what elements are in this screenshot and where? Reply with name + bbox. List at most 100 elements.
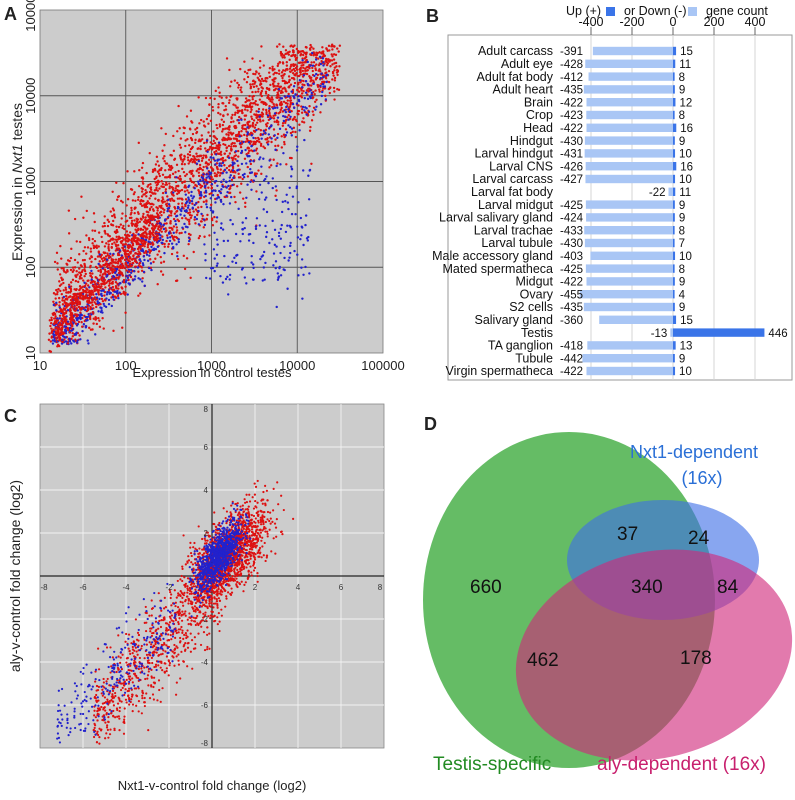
panel-c-point-red: [112, 696, 116, 699]
panel-c-point-red: [141, 696, 144, 700]
panel-a-point-red: [205, 155, 208, 159]
panel-a-point-red: [168, 185, 172, 188]
panel-a-point-red: [140, 204, 144, 207]
panel-a-point-red: [182, 254, 186, 258]
panel-a-point-blue: [94, 333, 97, 336]
panel-a-point-red: [237, 130, 241, 134]
panel-a-point-blue: [231, 222, 234, 226]
panel-a-point-blue: [276, 136, 279, 140]
panel-a-point-red: [316, 83, 319, 87]
panel-a-point-red: [145, 202, 148, 205]
panel-a-point-blue: [277, 234, 281, 238]
panel-a-point-red: [187, 232, 191, 236]
panel-c-point-red: [192, 616, 195, 619]
panel-a-point-red: [283, 79, 286, 83]
panel-c-point-red: [196, 622, 199, 625]
panel-c-point-red: [181, 565, 184, 568]
panel-a-point-red: [91, 299, 94, 302]
panel-a-point-blue: [70, 342, 73, 345]
panel-a-point-red: [89, 264, 92, 268]
panel-c-point-red: [162, 619, 165, 622]
panel-a-point-blue: [195, 201, 198, 205]
panel-a-point-red: [73, 258, 77, 262]
panel-a-point-red: [336, 73, 339, 77]
panel-a-point-red: [285, 81, 289, 85]
panel-a-point-red: [140, 244, 144, 248]
panel-a-point-red: [85, 293, 88, 297]
panel-b-category-label: Larval tubule: [481, 236, 553, 250]
panel-c-point-red: [260, 556, 263, 559]
panel-a-point-red: [67, 232, 71, 235]
panel-b-xtick-label: 0: [670, 15, 677, 29]
panel-a-point-red: [255, 110, 258, 113]
panel-a-point-blue: [300, 86, 304, 89]
panel-a-point-red: [130, 209, 133, 212]
panel-b-up-bar: [673, 251, 676, 260]
panel-a-point-red: [131, 244, 135, 247]
panel-a-point-blue: [307, 235, 310, 239]
panel-a-point-blue: [309, 64, 312, 67]
panel-a-point-red: [125, 264, 129, 267]
panel-a-point-blue: [243, 276, 247, 279]
panel-a-point-red: [145, 210, 149, 213]
panel-a-point-red: [48, 332, 51, 335]
panel-a-point-red: [306, 93, 309, 96]
panel-a-point-blue: [187, 198, 191, 201]
panel-a-point-red: [294, 66, 298, 70]
panel-a-point-red: [108, 282, 112, 285]
panel-a-point-red: [288, 105, 292, 108]
panel-a-point-red: [164, 188, 168, 191]
panel-a-point-red: [73, 294, 76, 298]
panel-a-point-red: [181, 181, 184, 184]
panel-c-point-red: [256, 528, 259, 531]
panel-c-point-red: [159, 666, 162, 669]
panel-a-point-red: [60, 276, 63, 280]
panel-a-point-blue: [125, 274, 128, 278]
panel-a-point-blue: [126, 293, 129, 296]
panel-c-point-red: [256, 572, 259, 575]
panel-a-point-red: [198, 234, 202, 238]
panel-b-category-label: Crop: [526, 108, 553, 122]
panel-a-point-blue: [203, 185, 207, 189]
panel-c-point-red: [170, 593, 173, 596]
panel-a-point-red: [136, 240, 139, 244]
panel-a-point-red: [243, 108, 247, 111]
panel-a-point-blue: [287, 124, 290, 127]
panel-a-point-blue: [100, 309, 103, 312]
panel-a-point-red: [157, 219, 161, 223]
panel-a-point-red: [148, 230, 152, 233]
panel-a-point-red: [336, 47, 339, 50]
panel-c-point-red: [275, 535, 278, 538]
panel-a-point-red: [160, 180, 163, 183]
panel-a-point-red: [53, 317, 56, 320]
panel-c-point-red: [171, 650, 174, 653]
panel-a-point-red: [227, 144, 231, 148]
panel-c-label: C: [4, 406, 17, 426]
panel-a-point-blue: [296, 236, 300, 239]
panel-a-point-red: [123, 258, 127, 262]
panel-a-point-red: [91, 272, 94, 275]
panel-a-point-red: [192, 181, 196, 184]
panel-a-point-red: [249, 162, 253, 166]
panel-a-point-blue: [132, 269, 136, 273]
panel-a-point-red: [315, 63, 318, 66]
panel-a-point-red: [162, 211, 166, 214]
panel-a-point-red: [161, 149, 164, 152]
panel-a-point-red: [198, 122, 201, 125]
panel-a-point-blue: [213, 231, 216, 235]
panel-a-point-red: [308, 75, 311, 78]
panel-a-point-red: [311, 96, 314, 100]
panel-a-points: [47, 43, 342, 353]
panel-a-point-red: [255, 71, 258, 74]
panel-a-point-blue: [161, 241, 164, 245]
panel-a-point-red: [191, 132, 195, 136]
panel-b-category-label: Midgut: [515, 275, 553, 289]
panel-a-point-red: [128, 260, 132, 263]
panel-a-point-red: [157, 227, 160, 231]
panel-a-point-blue: [248, 154, 251, 158]
panel-a-point-blue: [257, 197, 261, 201]
panel-a-point-red: [224, 143, 227, 147]
panel-a-point-red: [305, 69, 309, 72]
panel-b-down-bar: [586, 98, 673, 107]
panel-a-point-red: [94, 283, 97, 286]
